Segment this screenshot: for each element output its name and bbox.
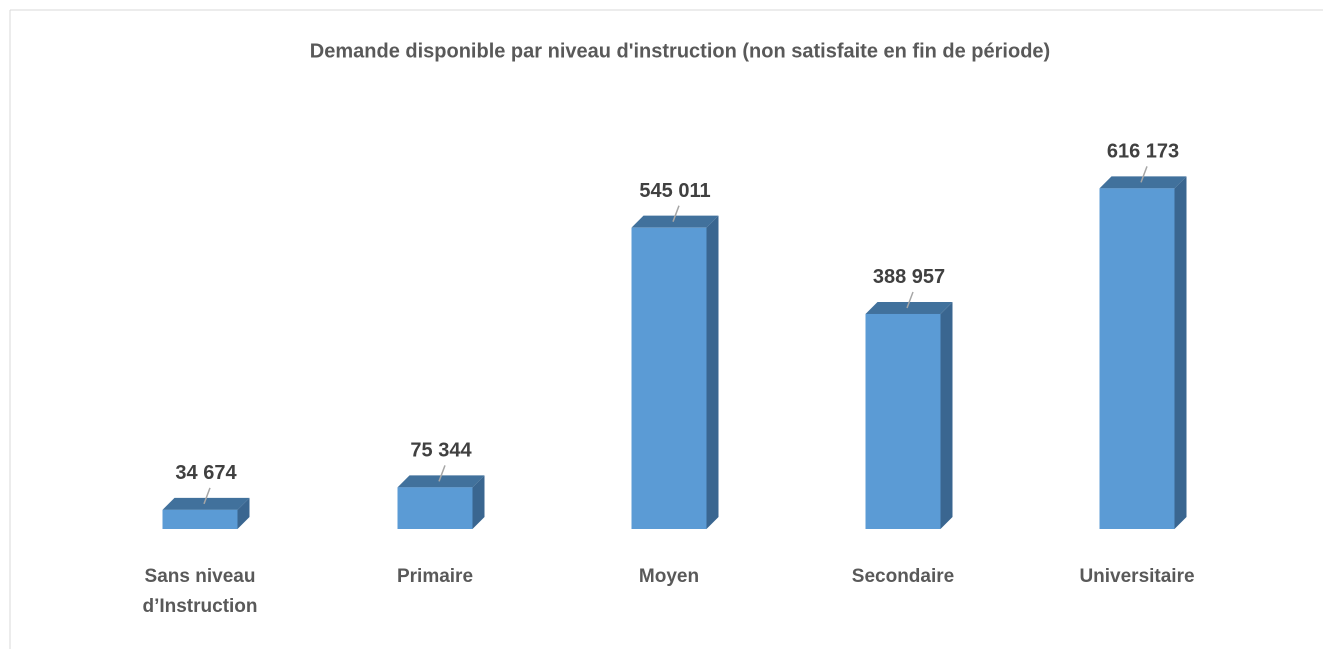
leader-line — [1140, 166, 1148, 183]
bar — [631, 227, 707, 530]
data-label: 616 173 — [1107, 141, 1179, 163]
x-tick-label: Sans niveau d’Instruction — [142, 566, 258, 617]
leader-line — [203, 487, 211, 505]
bar-side — [940, 301, 953, 529]
leader-line — [906, 291, 914, 309]
bar-side — [237, 497, 250, 529]
bar-top — [397, 475, 485, 488]
data-label: 34 674 — [175, 462, 237, 484]
bar-top — [1099, 176, 1187, 189]
bar-top — [631, 215, 719, 228]
chart-title: Demande disponible par niveau d'instruct… — [310, 40, 1050, 62]
bar-top — [162, 497, 250, 510]
x-tick-label: Primaire — [396, 566, 474, 587]
x-tick-label: Universitaire — [1079, 566, 1195, 587]
bar-top — [865, 301, 953, 314]
x-tick-label: Moyen — [638, 566, 700, 587]
bar — [865, 313, 941, 529]
bar-side — [706, 215, 719, 530]
data-label: 545 011 — [639, 180, 710, 202]
leader-line — [438, 465, 446, 482]
bar — [1099, 188, 1175, 529]
bar-side — [472, 475, 485, 529]
data-label: 75 344 — [410, 440, 472, 462]
x-tick-label: Secondaire — [851, 566, 955, 587]
data-label: 388 957 — [873, 266, 945, 288]
bar — [162, 509, 238, 529]
bar — [397, 487, 473, 529]
leader-line — [672, 205, 680, 222]
bar-side — [1174, 176, 1187, 529]
